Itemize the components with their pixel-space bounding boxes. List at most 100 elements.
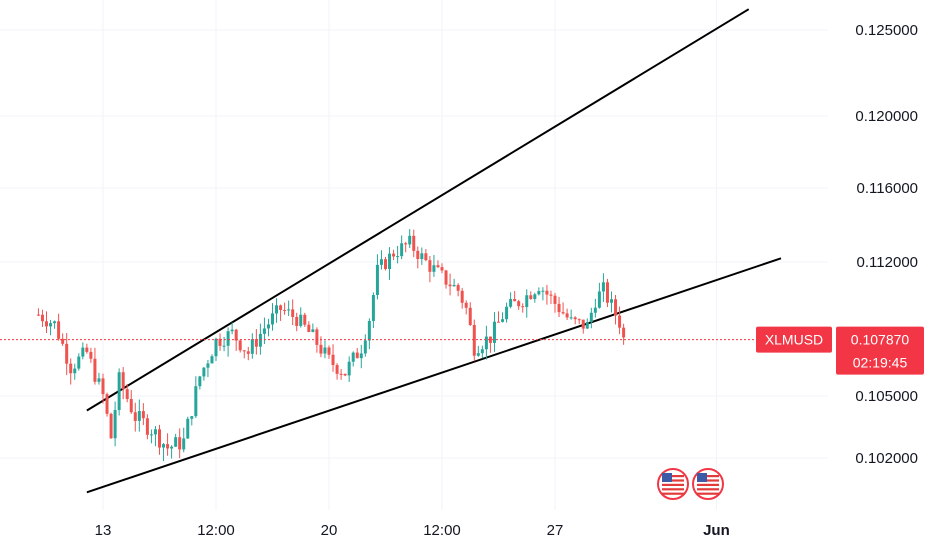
candle-body [545,290,549,295]
candle-body [109,413,113,439]
candle-body [214,338,218,357]
candle-body [275,305,279,314]
candle-body [295,316,299,326]
candle-body [355,352,359,359]
y-tick-label: 0.112000 [857,254,918,271]
candle-body [577,319,581,321]
candle-body [89,351,93,359]
candles [36,229,626,462]
candle-body [69,363,73,374]
candle-body [149,434,153,436]
grid [0,0,828,510]
candle-body [283,309,287,311]
candle-body [198,376,202,387]
candle-body [388,253,392,269]
economic-events [657,468,724,500]
candle-body [610,299,613,303]
x-tick-label: Jun [703,522,730,539]
us-flag-icon[interactable] [657,468,689,500]
y-tick-label: 0.116000 [857,180,918,197]
candle-body [250,339,254,354]
last-price-badge-bg [836,326,924,375]
candle-body [622,327,626,338]
x-tick-label: 20 [321,522,338,539]
candle-body [121,372,125,390]
candle-body [57,321,61,339]
trendline-upper [86,8,750,412]
candle-body [484,336,488,350]
candle-body [234,329,238,341]
candle-body [605,282,609,303]
candle-body [379,259,383,265]
candle-body [436,265,440,268]
candle-body [246,351,250,354]
candle-body [137,411,141,421]
candle-body [178,437,182,450]
candle-body [375,264,379,295]
candle-body [424,253,428,261]
candle-body [565,313,569,318]
candle-body [601,282,605,292]
candle-body [589,312,593,323]
candle-body [597,291,601,308]
candle-body [190,416,194,419]
us-flag-icon[interactable] [692,468,724,500]
candle-body [262,328,266,334]
candle-body [537,291,541,295]
candle-body [452,284,456,287]
x-tick-label: 12:00 [197,522,235,539]
candle-body [81,347,85,357]
y-axis: 0.125000 0.120000 0.116000 0.112000 0.105000… [855,22,918,467]
candle-body [472,325,476,356]
candle-body [432,265,436,272]
candle-body [440,267,444,271]
candle-body [194,386,198,417]
candle-body [561,312,565,314]
candle-body [384,259,387,269]
candle-body [230,329,234,332]
candle-body [186,418,190,439]
candle-body [323,347,327,354]
candle-body [40,314,44,322]
candle-body [581,319,585,329]
y-tick-label: 0.120000 [855,108,918,125]
candle-body [117,372,121,411]
candle-body [141,411,145,419]
candle-body [492,321,496,343]
candle-body [311,329,315,332]
candle-body [371,294,375,321]
candle-body [363,340,367,354]
symbol-badge-bg [756,326,832,353]
candle-body [85,347,89,352]
candle-body [416,250,420,260]
candle-body [182,438,186,450]
x-axis: 13 12:00 20 12:00 27 Jun [95,522,730,539]
candle-body [541,290,545,292]
x-tick-label: 27 [547,522,564,539]
candle-body [315,329,319,345]
candle-body [448,284,452,287]
candle-body [335,365,339,374]
candle-body [428,260,432,272]
candle-body [145,418,149,435]
candle-body [206,363,210,368]
candle-body [307,324,311,332]
candle-body [339,373,343,375]
candle-body [513,299,517,302]
candle-body [105,394,109,414]
candle-body [174,437,178,447]
candle-body [101,378,105,395]
candle-body [153,429,157,435]
candle-body [505,306,509,320]
candle-body [569,317,573,319]
symbol-label: XLMUSD [765,332,823,348]
price-badge: XLMUSD 0.107870 02:19:45 [756,326,924,375]
trendlines [86,8,782,494]
candle-body [49,323,53,327]
candle-body [347,361,351,376]
candle-body [549,294,553,296]
candle-body [36,314,40,316]
candle-body [521,306,525,308]
